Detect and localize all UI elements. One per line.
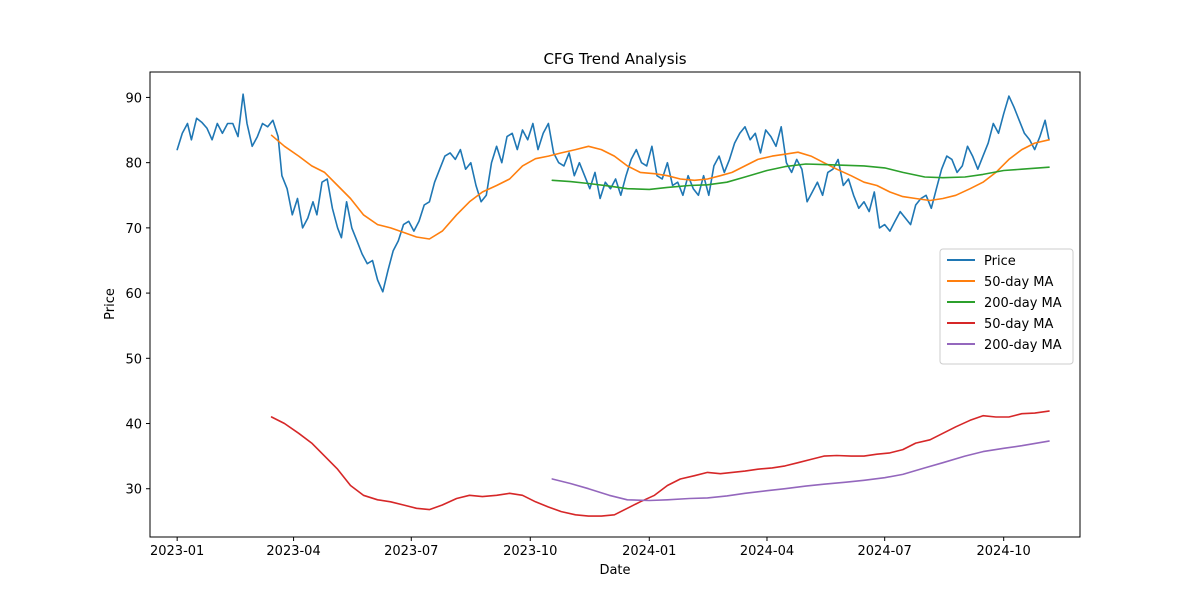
x-tick-label: 2023-10 — [503, 544, 557, 559]
y-tick-label: 60 — [125, 287, 142, 302]
legend-label: 200-day MA — [984, 338, 1062, 353]
x-tick-label: 2024-10 — [977, 544, 1031, 559]
series-line-200-day-ma-3 — [551, 163, 1050, 191]
x-axis: 2023-01 2023-04 2023-07 2023-10 2024-01 2024-… — [150, 537, 1031, 559]
x-tick-label: 2023-04 — [266, 544, 320, 559]
x-tick-label: 2023-01 — [150, 544, 204, 559]
legend: Price 50-day MA 200-day MA 50-day MA 200-day… — [939, 248, 1074, 365]
series-line-50-day-ma-4 — [270, 410, 1050, 517]
x-tick-label: 2024-04 — [740, 544, 794, 559]
y-tick-label: 30 — [125, 483, 142, 498]
legend-label: Price — [984, 254, 1016, 269]
series-line-200-day-ma-5 — [551, 440, 1050, 502]
y-tick-label: 90 — [125, 91, 142, 106]
y-tick-label: 80 — [125, 157, 142, 172]
x-tick-label: 2023-07 — [384, 544, 438, 559]
y-tick-label: 40 — [125, 418, 142, 433]
y-tick-label: 50 — [125, 352, 142, 367]
x-tick-label: 2024-07 — [858, 544, 912, 559]
series-layer — [176, 93, 1050, 517]
legend-label: 50-day MA — [984, 275, 1053, 290]
y-axis-label: Price — [103, 288, 118, 320]
x-tick-label: 2024-01 — [622, 544, 676, 559]
legend-box — [939, 248, 1074, 365]
x-axis-label: Date — [599, 563, 630, 578]
legend-label: 200-day MA — [984, 296, 1062, 311]
legend-label: 50-day MA — [984, 317, 1053, 332]
plot-area-frame — [149, 71, 1081, 538]
chart-title: CFG Trend Analysis — [543, 50, 686, 68]
y-axis: 30 40 50 60 70 80 90 — [125, 91, 150, 498]
y-tick-label: 70 — [125, 222, 142, 237]
series-line-50-day-ma-2 — [270, 134, 1050, 240]
series-line-price-1 — [176, 93, 1050, 293]
